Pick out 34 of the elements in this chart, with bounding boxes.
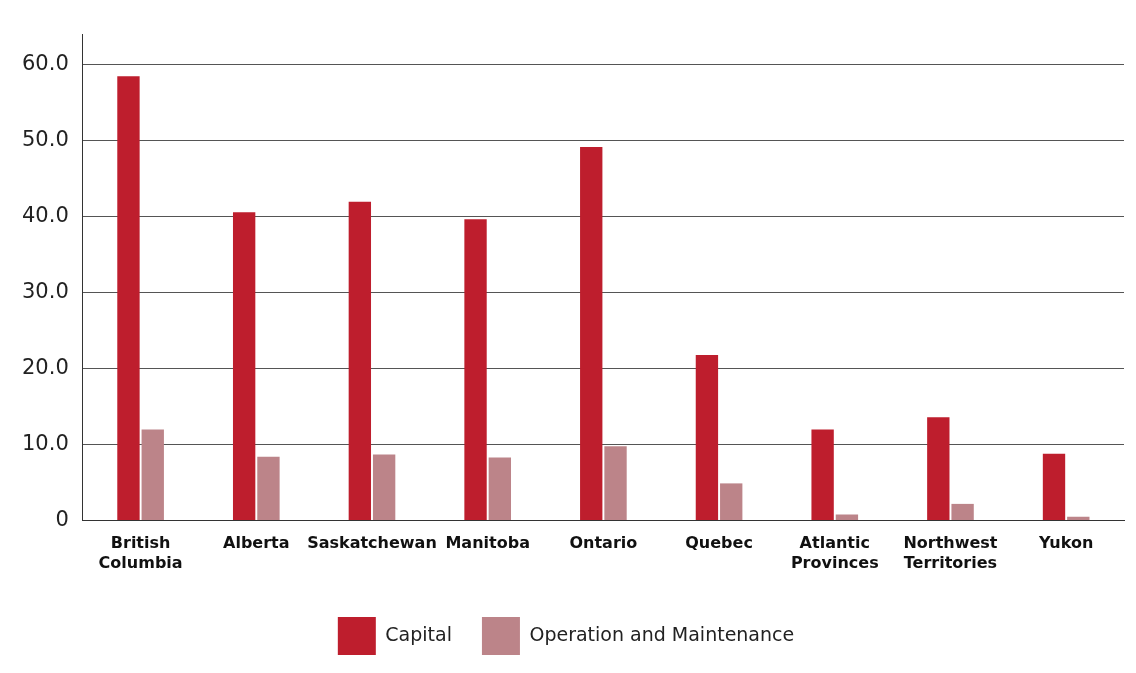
y-tick-label: 50.0 xyxy=(21,127,69,152)
x-tick-label: Yukon xyxy=(1037,533,1094,553)
bar xyxy=(117,76,140,521)
x-tick-label: Ontario xyxy=(569,533,638,553)
bar xyxy=(604,446,627,521)
bar xyxy=(695,355,719,521)
y-tick-label: 0 xyxy=(55,507,69,532)
x-tick-label: Northwest Territories xyxy=(903,533,998,572)
x-tick-label: Saskatchewan xyxy=(307,533,437,553)
bar xyxy=(927,417,950,521)
legend-label: Capital xyxy=(385,622,452,645)
bar xyxy=(1042,453,1066,521)
x-tick-label: Atlantic Provinces xyxy=(790,533,879,572)
legend-label: Operation and Maintenance xyxy=(529,622,795,645)
x-tick-label: British Columbia xyxy=(98,533,183,572)
bar xyxy=(951,503,974,521)
bar xyxy=(348,201,372,521)
y-tick-label: 60.0 xyxy=(21,51,69,76)
y-tick-label: 30.0 xyxy=(21,279,69,304)
bar xyxy=(811,429,834,521)
bar xyxy=(232,212,256,521)
x-tick-label: Alberta xyxy=(223,533,290,553)
y-tick-label: 20.0 xyxy=(21,355,69,380)
y-tick-label: 10.0 xyxy=(21,431,69,456)
bar xyxy=(720,483,743,521)
x-tick-label: Quebec xyxy=(685,533,753,553)
bar xyxy=(372,454,396,521)
bar xyxy=(488,457,512,521)
bar xyxy=(464,219,487,521)
y-tick-label: 40.0 xyxy=(21,203,69,228)
bar xyxy=(580,146,603,521)
bar xyxy=(141,429,164,521)
x-tick-label: Manitoba xyxy=(445,533,530,553)
bar xyxy=(257,456,280,521)
